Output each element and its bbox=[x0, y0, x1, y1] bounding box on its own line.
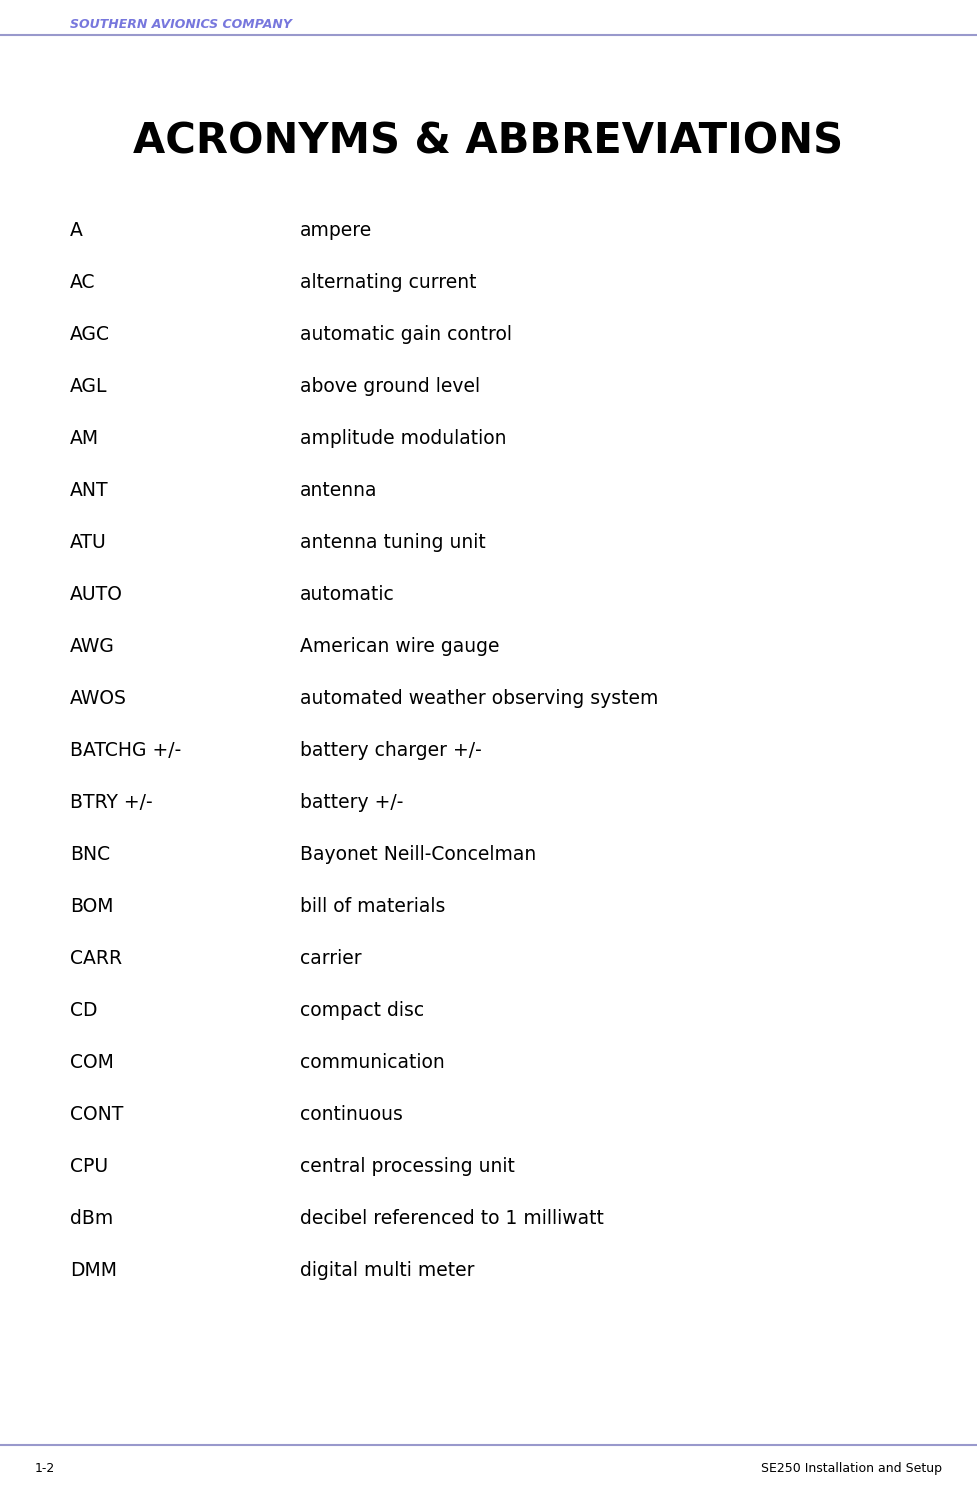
Text: DMM: DMM bbox=[70, 1261, 117, 1280]
Text: communication: communication bbox=[300, 1052, 445, 1071]
Text: AUTO: AUTO bbox=[70, 585, 123, 603]
Text: AGC: AGC bbox=[70, 324, 110, 343]
Text: American wire gauge: American wire gauge bbox=[300, 637, 499, 655]
Text: CPU: CPU bbox=[70, 1156, 108, 1176]
Text: automatic gain control: automatic gain control bbox=[300, 324, 512, 343]
Text: above ground level: above ground level bbox=[300, 376, 480, 395]
Text: SOUTHERN AVIONICS COMPANY: SOUTHERN AVIONICS COMPANY bbox=[70, 18, 292, 31]
Text: BTRY +/-: BTRY +/- bbox=[70, 792, 152, 812]
Text: AGL: AGL bbox=[70, 376, 107, 395]
Text: 1-2: 1-2 bbox=[35, 1462, 56, 1476]
Text: AC: AC bbox=[70, 273, 96, 291]
Text: alternating current: alternating current bbox=[300, 273, 477, 291]
Text: CARR: CARR bbox=[70, 949, 122, 967]
Text: battery charger +/-: battery charger +/- bbox=[300, 740, 482, 759]
Text: AWOS: AWOS bbox=[70, 688, 127, 707]
Text: Bayonet Neill-Concelman: Bayonet Neill-Concelman bbox=[300, 844, 536, 864]
Text: battery +/-: battery +/- bbox=[300, 792, 404, 812]
Text: ATU: ATU bbox=[70, 533, 106, 552]
Text: ACRONYMS & ABBREVIATIONS: ACRONYMS & ABBREVIATIONS bbox=[134, 119, 843, 163]
Text: ANT: ANT bbox=[70, 480, 108, 500]
Text: amplitude modulation: amplitude modulation bbox=[300, 428, 506, 448]
Text: SE250 Installation and Setup: SE250 Installation and Setup bbox=[761, 1462, 942, 1476]
Text: decibel referenced to 1 milliwatt: decibel referenced to 1 milliwatt bbox=[300, 1209, 604, 1228]
Text: continuous: continuous bbox=[300, 1104, 403, 1123]
Text: automated weather observing system: automated weather observing system bbox=[300, 688, 658, 707]
Text: CD: CD bbox=[70, 1001, 98, 1019]
Text: central processing unit: central processing unit bbox=[300, 1156, 515, 1176]
Text: AWG: AWG bbox=[70, 637, 115, 655]
Text: BNC: BNC bbox=[70, 844, 110, 864]
Text: automatic: automatic bbox=[300, 585, 395, 603]
Text: BOM: BOM bbox=[70, 897, 113, 916]
Text: carrier: carrier bbox=[300, 949, 361, 967]
Text: antenna: antenna bbox=[300, 480, 377, 500]
Text: BATCHG +/-: BATCHG +/- bbox=[70, 740, 182, 759]
Text: dBm: dBm bbox=[70, 1209, 113, 1228]
Text: AM: AM bbox=[70, 428, 99, 448]
Text: antenna tuning unit: antenna tuning unit bbox=[300, 533, 486, 552]
Text: compact disc: compact disc bbox=[300, 1001, 424, 1019]
Text: A: A bbox=[70, 221, 83, 240]
Text: CONT: CONT bbox=[70, 1104, 123, 1123]
Text: COM: COM bbox=[70, 1052, 114, 1071]
Text: digital multi meter: digital multi meter bbox=[300, 1261, 475, 1280]
Text: bill of materials: bill of materials bbox=[300, 897, 446, 916]
Text: ampere: ampere bbox=[300, 221, 372, 240]
